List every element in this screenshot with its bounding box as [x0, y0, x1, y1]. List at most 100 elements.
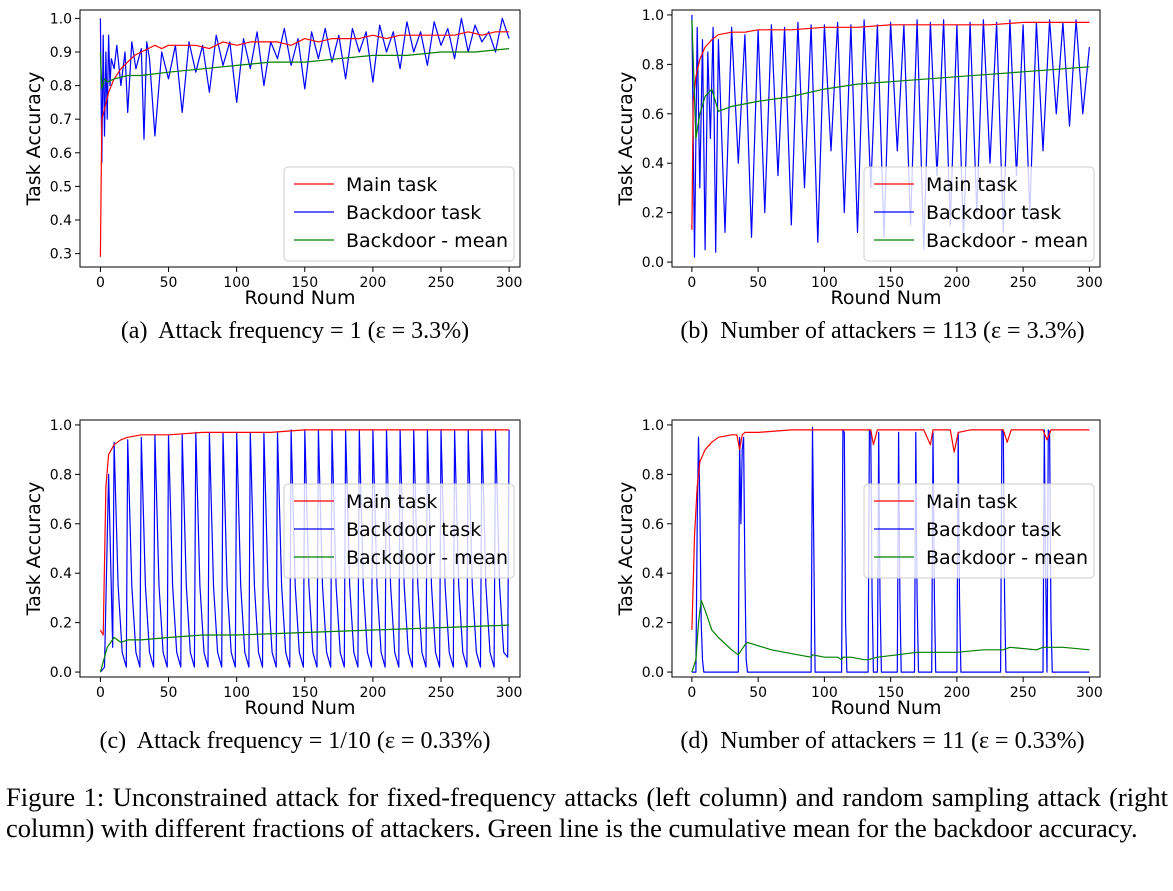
y-tick-label: 0.6 [50, 146, 72, 162]
legend-label: Main task [346, 491, 437, 513]
legend: Main task Backdoor task Backdoor - mean [863, 166, 1095, 262]
chart-caption-a: (a) Attack frequency = 1 (ε = 3.3%) [0, 318, 590, 345]
legend-label: Backdoor - mean [346, 547, 508, 569]
plot-frame [79, 9, 521, 268]
series-group [99, 17, 510, 257]
y-tick-label: 0.0 [50, 665, 72, 681]
y-tick-label: 0.6 [642, 517, 664, 533]
x-axis-label: Round Num [831, 697, 942, 719]
y-axis-label: Task Accuracy [615, 482, 637, 617]
x-axis-label: Round Num [245, 697, 356, 719]
series-group [99, 429, 510, 673]
y-tick-label: 0.8 [642, 57, 664, 73]
x-tick-label: 150 [877, 685, 904, 701]
y-tick-label: 0.0 [642, 665, 664, 681]
legend-label: Backdoor task [926, 202, 1061, 224]
y-axis-label: Task Accuracy [615, 72, 637, 207]
x-tick-label: 250 [428, 275, 455, 291]
y-tick-label: 0.7 [50, 112, 72, 128]
series-line-backdoor-task [99, 17, 510, 164]
x-tick-label: 200 [944, 685, 971, 701]
series-line-main-task [99, 429, 510, 636]
y-tick-label: 1.0 [50, 11, 72, 27]
legend-label: Main task [926, 174, 1017, 196]
legend-label: Backdoor task [346, 202, 481, 224]
y-tick-label: 0.6 [50, 517, 72, 533]
legend-label: Main task [346, 174, 437, 196]
legend-box [863, 483, 1095, 579]
y-tick-label: 0.4 [50, 213, 72, 229]
y-tick-label: 0.8 [50, 79, 72, 95]
chart-svg-c: 0.0 0.2 0.4 0.6 0.8 1.0 0 50 100 150 200 250 300 Roun… [23, 418, 523, 719]
chart-svg-b: 0.0 0.2 0.4 0.6 0.8 1.0 0 50 100 150 200 250 300 Roun… [615, 8, 1103, 309]
x-tick-label: 100 [223, 685, 250, 701]
y-tick-label: 0.5 [50, 179, 72, 195]
y-axis-label: Task Accuracy [23, 482, 45, 617]
y-tick-label: 0.3 [50, 247, 72, 263]
series-line-main-task [691, 429, 1090, 631]
y-tick-label: 0.9 [50, 45, 72, 61]
y-axis-label: Task Accuracy [23, 72, 45, 207]
legend-label: Backdoor task [346, 519, 481, 541]
plot-frame [671, 419, 1101, 678]
figure-caption: Figure 1: Unconstrained attack for fixed… [6, 782, 1168, 843]
x-tick-label: 200 [360, 275, 387, 291]
y-tick-label: 0.2 [642, 206, 664, 222]
x-tick-label: 300 [496, 685, 523, 701]
x-tick-label: 300 [1076, 685, 1103, 701]
chart-svg-a: 0.3 0.4 0.5 0.6 0.7 0.8 0.9 1.0 0 50 100 150 200 250 3… [23, 9, 523, 309]
x-tick-label: 150 [291, 275, 318, 291]
y-tick-label: 1.0 [642, 418, 664, 434]
y-tick-label: 0.4 [642, 156, 664, 172]
chart-caption-text-d: (d) Number of attackers = 11 (ε = 0.33%) [680, 728, 1085, 754]
x-tick-label: 50 [160, 685, 178, 701]
x-tick-label: 100 [811, 685, 838, 701]
series-line-backdoor-mean [99, 48, 510, 90]
x-tick-label: 0 [687, 275, 696, 291]
x-tick-label: 300 [496, 275, 523, 291]
legend: Main task Backdoor task Backdoor - mean [283, 166, 515, 262]
legend-label: Backdoor - mean [926, 547, 1088, 569]
legend-label: Main task [926, 491, 1017, 513]
x-tick-label: 50 [749, 275, 767, 291]
legend-box [863, 166, 1095, 262]
y-tick-label: 0.0 [642, 255, 664, 271]
x-tick-label: 50 [160, 275, 178, 291]
series-line-main-task [691, 21, 1090, 230]
legend-box [283, 166, 515, 262]
legend-label: Backdoor - mean [346, 230, 508, 252]
y-tick-label: 1.0 [642, 8, 664, 24]
y-tick-label: 0.8 [642, 467, 664, 483]
series-line-backdoor-mean [99, 624, 510, 673]
plot-frame [671, 9, 1101, 268]
legend: Main task Backdoor task Backdoor - mean [283, 483, 515, 579]
x-tick-label: 0 [687, 685, 696, 701]
chart-panel-a: 0.3 0.4 0.5 0.6 0.7 0.8 0.9 1.0 0 50 100 150 200 250 3… [0, 0, 590, 370]
x-tick-label: 250 [1010, 685, 1037, 701]
series-line-backdoor-mean [691, 19, 1090, 140]
x-tick-label: 300 [1076, 275, 1103, 291]
legend-box [283, 483, 515, 579]
y-tick-label: 0.2 [50, 616, 72, 632]
chart-panel-c: 0.0 0.2 0.4 0.6 0.8 1.0 0 50 100 150 200 250 300 Roun… [0, 410, 590, 780]
series-line-backdoor-mean [691, 599, 1090, 673]
chart-caption-text-c: (c) Attack frequency = 1/10 (ε = 0.33%) [99, 728, 491, 754]
x-tick-label: 200 [360, 685, 387, 701]
y-tick-label: 0.4 [642, 566, 664, 582]
y-tick-label: 0.8 [50, 467, 72, 483]
x-tick-label: 150 [877, 275, 904, 291]
legend-label: Backdoor task [926, 519, 1061, 541]
chart-caption-text-a: (a) Attack frequency = 1 (ε = 3.3%) [120, 318, 470, 344]
x-tick-label: 250 [1010, 275, 1037, 291]
chart-caption-c: (c) Attack frequency = 1/10 (ε = 0.33%) [0, 728, 590, 755]
legend-label: Backdoor - mean [926, 230, 1088, 252]
y-tick-label: 0.4 [50, 566, 72, 582]
x-tick-label: 200 [944, 275, 971, 291]
x-tick-label: 150 [291, 685, 318, 701]
x-tick-label: 0 [96, 685, 105, 701]
plot-frame [79, 419, 521, 678]
y-tick-label: 0.6 [642, 107, 664, 123]
series-line-main-task [99, 31, 510, 257]
x-tick-label: 0 [96, 275, 105, 291]
chart-panel-d: 0.0 0.2 0.4 0.6 0.8 1.0 0 50 100 150 200 250 300 Roun… [592, 410, 1173, 780]
